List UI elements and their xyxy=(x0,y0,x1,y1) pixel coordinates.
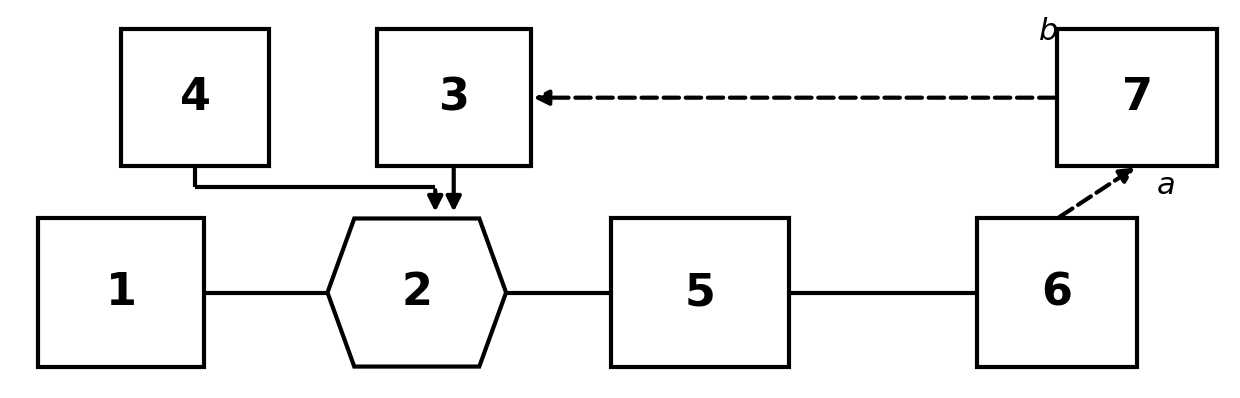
Text: 7: 7 xyxy=(1122,76,1153,119)
Polygon shape xyxy=(327,219,506,367)
Text: 6: 6 xyxy=(1042,271,1073,314)
Bar xyxy=(377,29,531,166)
Bar xyxy=(122,29,269,166)
Text: 2: 2 xyxy=(402,271,433,314)
Text: 1: 1 xyxy=(105,271,136,314)
Bar xyxy=(38,219,205,367)
Text: 5: 5 xyxy=(684,271,715,314)
Text: a: a xyxy=(1156,171,1176,200)
Text: b: b xyxy=(1039,17,1058,46)
Text: 3: 3 xyxy=(438,76,469,119)
Bar xyxy=(611,219,790,367)
Text: 4: 4 xyxy=(180,76,211,119)
Bar xyxy=(977,219,1137,367)
Bar xyxy=(1058,29,1218,166)
